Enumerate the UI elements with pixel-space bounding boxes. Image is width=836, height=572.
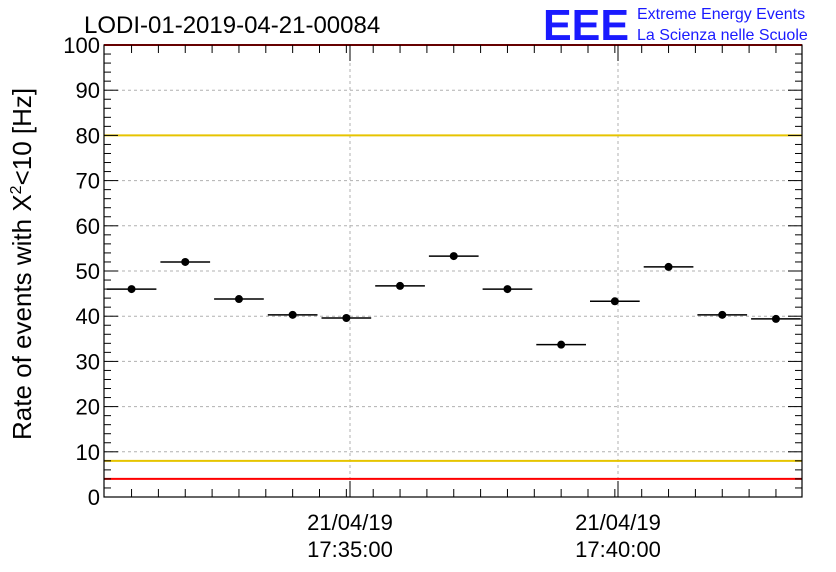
data-point [557, 340, 566, 349]
eee-logo-line1: Extreme Energy Events [637, 6, 805, 23]
data-point [503, 285, 512, 294]
data-point [234, 295, 243, 304]
y-tick-label: 10 [76, 440, 100, 465]
data-point [449, 252, 458, 261]
x-tick-label-date: 21/04/19 [307, 510, 393, 535]
x-tick-label-time: 17:40:00 [575, 537, 661, 562]
data-point [610, 297, 619, 306]
eee-logo: EEE Extreme Energy Events La Scienza nel… [543, 1, 808, 50]
plot-frame [103, 44, 803, 498]
data-point [288, 310, 297, 319]
y-tick-label: 100 [63, 33, 100, 58]
y-tick-label: 90 [76, 78, 100, 103]
data-point [181, 257, 190, 266]
data-points [106, 252, 801, 349]
y-tick-label: 0 [88, 485, 100, 510]
y-tick-label: 70 [76, 169, 100, 194]
data-point [127, 285, 136, 294]
eee-logo-line2: La Scienza nelle Scuole [637, 27, 808, 44]
data-point [771, 314, 780, 323]
data-point [396, 281, 405, 290]
y-tick-label: 60 [76, 214, 100, 239]
eee-logo-letters: EEE [543, 1, 629, 50]
y-tick-label: 30 [76, 349, 100, 374]
data-point [342, 314, 351, 323]
y-tick-label: 40 [76, 304, 100, 329]
y-axis-label: Rate of events with X2<10 [Hz] [7, 88, 37, 440]
y-tick-label: 80 [76, 123, 100, 148]
x-tick-label-date: 21/04/19 [575, 510, 661, 535]
data-point [718, 310, 727, 319]
data-point [664, 262, 673, 271]
grid [104, 45, 802, 497]
y-tick-label: 20 [76, 395, 100, 420]
chart-title: LODI-01-2019-04-21-00084 [84, 12, 380, 39]
y-axis-label-sup: 2 [8, 185, 25, 194]
y-axis-label-rest: <10 [Hz] [7, 88, 37, 186]
x-tick-label-time: 17:35:00 [307, 537, 393, 562]
y-tick-labels: 0 10 20 30 40 50 60 70 80 90 100 [63, 33, 100, 510]
y-axis-label-main: Rate of events with X [7, 194, 37, 440]
y-tick-label: 50 [76, 259, 100, 284]
axis-ticks [104, 44, 802, 498]
